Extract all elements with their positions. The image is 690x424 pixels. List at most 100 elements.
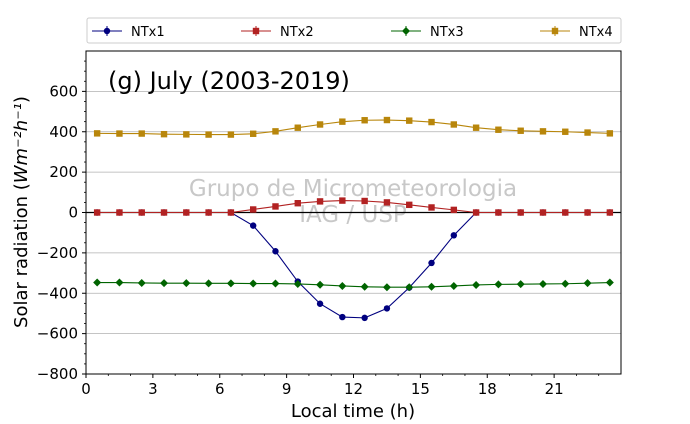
series-line (97, 211, 610, 319)
y-tick-label: −400 (37, 284, 78, 302)
watermark: Grupo de Micrometeorologia IAG / USP (189, 176, 517, 228)
data-point (115, 278, 124, 287)
legend-marker (402, 27, 410, 35)
x-tick-label: 12 (344, 380, 363, 398)
data-point (316, 121, 324, 128)
x-tick-label: 9 (282, 380, 292, 398)
data-point (584, 209, 591, 216)
data-point (561, 279, 570, 288)
x-tick-label: 6 (215, 380, 225, 398)
data-point (226, 279, 235, 288)
data-point (606, 209, 614, 216)
data-point (116, 130, 123, 137)
legend: NTx1 NTx2 NTx3 NTx4 (86, 17, 622, 44)
data-point (183, 131, 190, 138)
data-point (382, 283, 391, 292)
y-tick-label: −200 (37, 244, 78, 262)
data-point (183, 209, 190, 216)
data-point (271, 279, 280, 288)
data-point (160, 130, 168, 138)
data-point (494, 280, 503, 289)
data-point (516, 280, 525, 289)
data-point (316, 300, 324, 307)
data-point (538, 279, 547, 288)
legend-label: NTx3 (430, 25, 464, 40)
data-point (472, 124, 480, 131)
data-point (539, 209, 547, 216)
y-axis-label: Solar radiation (Wm⁻²h⁻¹) (11, 96, 32, 328)
data-point (249, 222, 257, 229)
data-point (428, 259, 435, 267)
data-point (204, 279, 213, 288)
legend-label: NTx4 (579, 25, 613, 40)
x-tick-label: 18 (478, 380, 497, 398)
y-tick-label: 200 (49, 163, 78, 181)
data-point (249, 206, 257, 213)
x-tick-label: 15 (411, 380, 430, 398)
data-point (472, 209, 480, 216)
series-line (97, 119, 610, 136)
data-point (583, 279, 592, 288)
data-point (316, 198, 324, 205)
watermark-line-2: IAG / USP (299, 202, 407, 228)
data-point (450, 206, 458, 214)
legend-entry-ntx2: NTx2 (241, 25, 314, 40)
data-point (427, 282, 436, 291)
data-point (383, 199, 391, 206)
data-point (182, 279, 191, 288)
legend-entry-ntx1: NTx1 (92, 25, 165, 40)
y-tick-label: −800 (37, 365, 78, 383)
data-point (227, 131, 235, 138)
data-point (428, 204, 435, 211)
data-point (450, 121, 458, 128)
data-point (138, 130, 145, 137)
data-point (116, 209, 123, 216)
data-point (605, 278, 614, 287)
data-point (606, 130, 614, 137)
data-point (339, 197, 346, 204)
data-point (205, 131, 212, 138)
y-tick-label: −600 (37, 325, 78, 343)
x-tick-label: 0 (81, 380, 91, 398)
data-point (517, 209, 524, 216)
grid-layer (86, 90, 621, 335)
y-tick-label: 600 (49, 82, 78, 100)
data-point (160, 279, 169, 288)
data-point (428, 118, 435, 126)
data-point (138, 209, 145, 216)
data-point (406, 117, 413, 124)
data-point (93, 209, 101, 216)
data-point (93, 130, 101, 137)
data-point (361, 314, 368, 322)
data-point (450, 232, 458, 239)
legend-entry-ntx3: NTx3 (391, 25, 464, 40)
data-point (517, 127, 524, 134)
data-point (562, 128, 569, 135)
y-tick-label: 0 (68, 204, 78, 222)
data-point (205, 209, 212, 216)
legend-label: NTx2 (280, 25, 314, 40)
data-point (539, 128, 547, 135)
series-layer (93, 116, 614, 322)
data-point (272, 248, 279, 255)
legend-marker (551, 27, 559, 35)
data-point (360, 282, 369, 291)
data-point (249, 279, 258, 288)
data-point (160, 209, 168, 216)
data-point (584, 129, 591, 136)
legend-marker (252, 27, 260, 35)
data-point (405, 283, 414, 292)
series-ntx4 (93, 116, 614, 138)
data-point (272, 128, 279, 135)
data-point (249, 130, 257, 137)
data-point (495, 209, 502, 216)
data-point (93, 278, 102, 287)
data-point (137, 278, 146, 287)
data-point (293, 279, 302, 288)
x-axis-label: Local time (h) (291, 401, 415, 420)
data-point (227, 209, 235, 216)
data-point (472, 280, 481, 289)
legend-entry-ntx4: NTx4 (540, 25, 613, 40)
